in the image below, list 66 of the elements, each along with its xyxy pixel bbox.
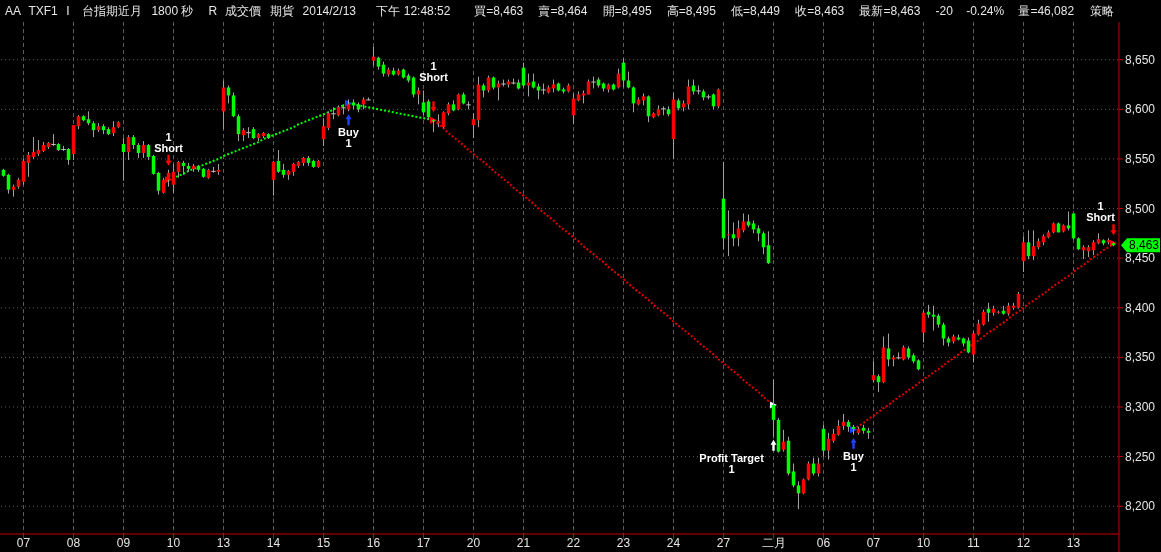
- text: 低=8,449: [731, 4, 781, 18]
- text: I: [66, 4, 70, 18]
- text: 台指期近月: [82, 4, 143, 18]
- text: -0.24%: [966, 4, 1005, 18]
- x-tick-label: 10: [916, 536, 931, 550]
- candlestick: [51, 133, 56, 147]
- text: 高=8,495: [666, 4, 717, 18]
- text: 8,463: [1129, 238, 1160, 253]
- x-tick-label: 07: [16, 536, 31, 550]
- x-tick-label: 21: [516, 536, 531, 550]
- x-tick-label: 09: [116, 536, 131, 550]
- x-tick-label: 12: [1016, 536, 1031, 550]
- x-tick-label: 07: [866, 536, 881, 550]
- y-tick-label: 8,450: [1125, 251, 1156, 266]
- text: 策略: [1089, 4, 1114, 18]
- x-tick-label: 08: [66, 536, 81, 550]
- x-tick-label: 13: [216, 536, 231, 550]
- annotation: 1 Short: [419, 60, 449, 84]
- text: 1800 秒: [151, 4, 194, 18]
- annotation: Buy 1: [843, 449, 865, 473]
- text: 收=8,463: [795, 4, 845, 18]
- candlestick: [246, 126, 251, 139]
- x-tick-label: 20: [466, 536, 481, 550]
- y-tick-label: 8,550: [1125, 151, 1156, 166]
- x-tick-label: 16: [366, 536, 381, 550]
- y-tick-label: 8,500: [1125, 201, 1156, 216]
- text: 期貨: [269, 4, 294, 18]
- text: 下午 12:48:52: [376, 4, 451, 18]
- text: 賣=8,464: [538, 4, 588, 18]
- x-tick-label: 24: [666, 536, 681, 550]
- text: TXF1: [28, 4, 59, 18]
- candlestick: [1066, 211, 1071, 231]
- x-tick-label: 27: [716, 536, 731, 550]
- x-tick-label: 23: [616, 536, 631, 550]
- candlestick: [331, 106, 336, 120]
- text: R: [208, 4, 218, 18]
- y-tick-label: 8,250: [1125, 449, 1156, 464]
- text: 開=8,495: [602, 4, 652, 18]
- annotation: 1 Short: [1086, 200, 1116, 224]
- y-tick-label: 8,200: [1125, 499, 1156, 514]
- y-tick-label: 8,650: [1125, 52, 1156, 67]
- candlestick: [341, 103, 346, 115]
- x-tick-label: 15: [316, 536, 331, 550]
- text: 量=46,082: [1018, 4, 1075, 18]
- x-tick-label: 17: [416, 536, 431, 550]
- x-tick-label: 二月: [761, 536, 786, 550]
- y-tick-label: 8,400: [1125, 300, 1156, 315]
- text: 2014/2/13: [302, 4, 357, 18]
- text: AA: [5, 4, 22, 18]
- x-tick-label: 06: [816, 536, 831, 550]
- y-tick-label: 8,300: [1125, 399, 1156, 414]
- x-tick-label: 14: [266, 536, 281, 550]
- text: 成交價: [224, 4, 261, 18]
- x-tick-label: 10: [166, 536, 181, 550]
- x-tick-label: 11: [967, 536, 981, 550]
- annotation: Profit Target 1: [699, 451, 765, 475]
- y-tick-label: 8,600: [1125, 102, 1156, 117]
- candlestick: [526, 73, 531, 97]
- annotation: 1 Short: [154, 130, 184, 154]
- text: -20: [935, 4, 954, 18]
- annotation: Buy 1: [338, 126, 360, 150]
- text: 最新=8,463: [859, 4, 921, 18]
- x-tick-label: 13: [1066, 536, 1081, 550]
- text: 買=8,463: [474, 4, 524, 18]
- y-tick-label: 8,350: [1125, 350, 1156, 365]
- x-tick-label: 22: [566, 536, 581, 550]
